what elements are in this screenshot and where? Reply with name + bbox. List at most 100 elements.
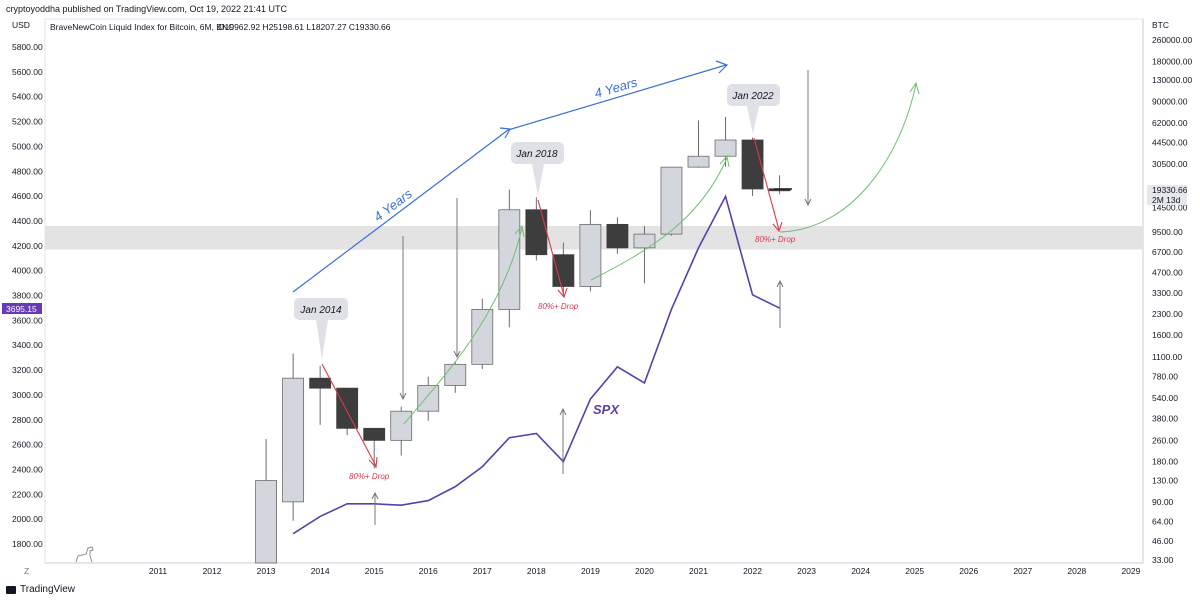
x-tick-label: 2014 — [311, 566, 330, 576]
right-tick-label: 62000.00 — [1152, 118, 1188, 128]
left-tick-label: 5600.00 — [12, 67, 43, 77]
left-tick-label: 2000.00 — [12, 514, 43, 524]
candle-body — [282, 377, 305, 503]
right-axis-label: BTC — [1152, 20, 1169, 30]
candle-body — [525, 209, 548, 256]
right-tick-label: 90.00 — [1152, 497, 1174, 507]
last-price-value: 19330.66 — [1152, 185, 1188, 195]
left-price-marker-value: 3695.15 — [6, 304, 37, 314]
left-tick-label: 3600.00 — [12, 315, 43, 325]
callout-jan2014 — [294, 298, 348, 360]
candle — [282, 353, 305, 521]
candle-body — [255, 480, 278, 564]
candle-body — [606, 223, 629, 249]
left-tick-label: 4600.00 — [12, 191, 43, 201]
x-tick-label: 2027 — [1013, 566, 1032, 576]
tradingview-brand-label: TradingView — [20, 584, 76, 595]
spx-line — [292, 194, 780, 535]
right-tick-label: 1600.00 — [1152, 330, 1183, 340]
x-tick-label: 2011 — [149, 566, 168, 576]
timezone-z[interactable]: Z — [24, 566, 29, 576]
chart-title: BraveNewCoin Liquid Index for Bitcoin, 6… — [50, 22, 234, 32]
candle-body — [471, 309, 494, 365]
x-tick-label: 2013 — [257, 566, 276, 576]
candle-body — [309, 377, 332, 389]
candle — [444, 362, 467, 393]
right-tick-label: 4700.00 — [1152, 268, 1183, 278]
cycle-curve-2 — [590, 157, 728, 281]
left-tick-label: 4400.00 — [12, 216, 43, 226]
right-tick-label: 780.00 — [1152, 372, 1178, 382]
tradingview-logo-icon — [6, 585, 16, 594]
candle — [714, 116, 737, 167]
left-tick-label: 5000.00 — [12, 141, 43, 151]
left-tick-label: 4200.00 — [12, 241, 43, 251]
dino-icon — [75, 546, 94, 563]
x-tick-label: 2028 — [1067, 566, 1086, 576]
left-tick-label: 3000.00 — [12, 390, 43, 400]
candle-body — [660, 166, 683, 235]
four-years-arrow-1 — [292, 127, 511, 293]
candle — [687, 120, 710, 168]
right-tick-label: 180.00 — [1152, 457, 1178, 467]
right-tick-label: 46.00 — [1152, 536, 1174, 546]
candle — [525, 197, 548, 261]
candle-body — [444, 363, 467, 386]
x-tick-label: 2016 — [419, 566, 438, 576]
left-tick-label: 4000.00 — [12, 266, 43, 276]
right-tick-label: 9500.00 — [1152, 227, 1183, 237]
cycle-curve-3-head — [909, 81, 920, 95]
right-tick-label: 30500.00 — [1152, 159, 1188, 169]
right-tick-label: 3300.00 — [1152, 288, 1183, 298]
left-tick-label: 2600.00 — [12, 440, 43, 450]
candle — [471, 298, 494, 370]
candle — [633, 226, 656, 284]
four-years-arrow-2 — [507, 60, 729, 131]
cycle-curve-2-head — [719, 154, 730, 168]
tradingview-brand[interactable]: TradingView — [6, 584, 75, 595]
left-tick-label: 1800.00 — [12, 539, 43, 549]
left-tick-label: 3200.00 — [12, 365, 43, 375]
candle — [390, 406, 413, 456]
candle-body — [363, 427, 386, 441]
candle-body — [552, 254, 575, 287]
candle-body — [714, 139, 737, 157]
x-tick-label: 2017 — [473, 566, 492, 576]
right-tick-label: 380.00 — [1152, 413, 1178, 423]
left-axis-label: USD — [12, 20, 30, 30]
right-tick-label: 130.00 — [1152, 476, 1178, 486]
drop-arrow-2 — [537, 199, 568, 299]
x-tick-label: 2012 — [203, 566, 222, 576]
right-tick-label: 260000.00 — [1152, 35, 1192, 45]
candle — [498, 189, 521, 328]
callout-jan2018-label: Jan 2018 — [515, 149, 558, 160]
candle-body — [687, 155, 710, 168]
x-tick-label: 2022 — [743, 566, 762, 576]
x-tick-label: 2026 — [959, 566, 978, 576]
right-tick-label: 33.00 — [1152, 555, 1174, 565]
right-tick-label: 90000.00 — [1152, 96, 1188, 106]
x-tick-label: 2025 — [905, 566, 924, 576]
candle — [552, 242, 575, 295]
drop-label-2: 80%+ Drop — [538, 302, 579, 311]
left-tick-label: 4800.00 — [12, 166, 43, 176]
candle — [417, 376, 440, 421]
left-tick-label: 2800.00 — [12, 415, 43, 425]
left-tick-label: 2400.00 — [12, 464, 43, 474]
x-tick-label: 2023 — [797, 566, 816, 576]
cycle-curve-3 — [779, 83, 917, 233]
left-tick-label: 5800.00 — [12, 42, 43, 52]
right-tick-label: 130000.00 — [1152, 75, 1192, 85]
publisher-line: cryptoyoddha published on TradingView.co… — [6, 4, 288, 14]
candle-body — [633, 233, 656, 249]
plot-frame — [44, 18, 1144, 564]
x-tick-label: 2021 — [689, 566, 708, 576]
x-tick-label: 2020 — [635, 566, 654, 576]
drop-arrow-3 — [753, 137, 783, 233]
projection-arrows — [371, 70, 812, 525]
candle — [255, 439, 278, 564]
candle — [606, 217, 629, 254]
left-price-marker — [2, 303, 42, 314]
candle-body — [390, 410, 413, 441]
